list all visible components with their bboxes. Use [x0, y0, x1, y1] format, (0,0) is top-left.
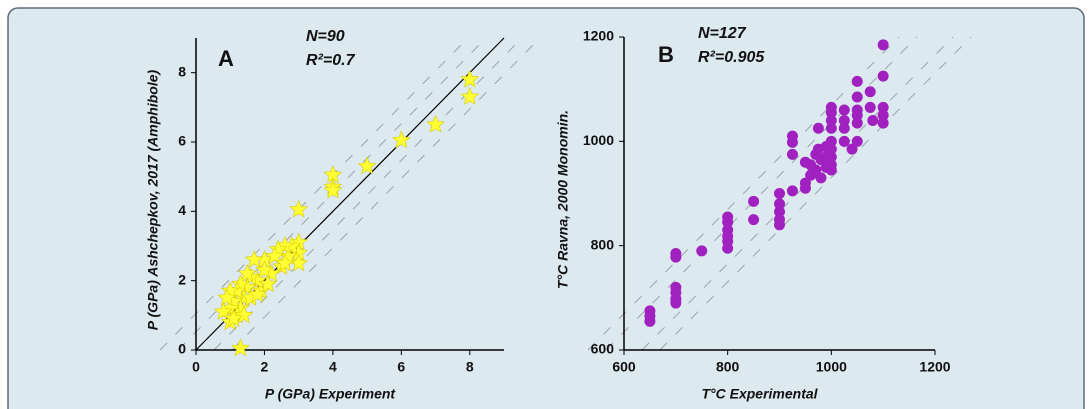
data-point [774, 219, 785, 231]
data-point [786, 136, 798, 148]
x-axis-label: P (GPa) Experiment [265, 386, 397, 402]
data-point [838, 104, 850, 116]
data-point [838, 114, 850, 126]
data-point [825, 114, 837, 126]
data-point [877, 117, 889, 129]
x-tick-label: 0 [192, 359, 200, 375]
guide-line [587, 36, 900, 351]
data-point [460, 87, 480, 105]
data-point [851, 91, 863, 103]
guide-line [231, 37, 541, 351]
data-point [825, 135, 837, 147]
x-tick-label: 4 [329, 359, 337, 375]
data-point [799, 182, 811, 194]
data-point [217, 288, 237, 306]
data-point [851, 109, 863, 121]
y-axis-label: P (GPa) Ashchepkov, 2017 (Amphibole) [145, 69, 161, 330]
guide-line [659, 36, 972, 351]
data-point [214, 302, 233, 320]
data-point [877, 70, 889, 82]
data-point [838, 135, 850, 147]
data-point [815, 172, 827, 184]
data-point [877, 39, 889, 51]
guide-line [159, 37, 469, 351]
data-point [825, 164, 837, 176]
data-point [867, 114, 879, 126]
data-point [851, 135, 863, 147]
x-tick-label: 1200 [919, 359, 950, 375]
data-point [357, 156, 377, 175]
y-tick-label: 600 [591, 341, 615, 357]
data-point [255, 260, 274, 279]
annotation: R²=0.905 [698, 49, 765, 66]
data-point [460, 69, 480, 88]
data-point [825, 107, 837, 119]
data-point [877, 101, 889, 113]
panel-label: B [658, 42, 674, 67]
data-point [722, 216, 734, 228]
annotation: N=90 [306, 28, 345, 45]
x-tick-label: 8 [466, 359, 474, 375]
data-point [722, 242, 734, 254]
data-point [224, 309, 243, 327]
x-tick-label: 800 [716, 359, 740, 375]
data-point [786, 185, 798, 197]
data-point [392, 130, 411, 149]
data-point [810, 164, 822, 176]
y-tick-label: 4 [178, 202, 186, 218]
data-point [825, 143, 837, 155]
y-tick-label: 6 [178, 133, 186, 149]
data-point [812, 122, 824, 134]
panel-label: A [218, 46, 234, 71]
data-point [786, 148, 798, 160]
x-tick-label: 6 [397, 359, 405, 375]
y-tick-label: 1200 [583, 28, 614, 44]
panel-background [7, 7, 1085, 409]
guide-line [641, 36, 954, 351]
y-tick-label: 2 [178, 271, 186, 287]
data-point [258, 274, 278, 293]
y-axis-label: T°C Ravna, 2000 Monomin. [555, 110, 571, 289]
data-point [838, 122, 850, 134]
data-point [748, 214, 760, 226]
data-point [851, 117, 863, 129]
y-tick-label: 8 [178, 63, 186, 79]
x-tick-label: 1000 [816, 359, 847, 375]
x-tick-label: 600 [612, 359, 636, 375]
annotation: R²=0.7 [306, 52, 356, 69]
x-tick-label: 2 [261, 359, 269, 375]
annotation: N=127 [698, 25, 747, 42]
data-point [323, 180, 343, 199]
data-point [696, 245, 708, 257]
y-tick-label: 800 [591, 236, 615, 252]
data-point [877, 109, 889, 121]
guide-line [605, 36, 918, 351]
data-point [289, 199, 308, 218]
data-point [748, 195, 760, 207]
data-point [238, 263, 257, 282]
data-point [644, 315, 656, 327]
data-point [846, 143, 858, 155]
data-point [265, 246, 285, 265]
data-point [275, 253, 295, 272]
data-point [864, 101, 876, 113]
data-point [864, 86, 876, 98]
y-tick-label: 0 [178, 341, 186, 357]
y-tick-label: 1000 [583, 132, 614, 148]
x-axis-label: T°C Experimental [701, 386, 818, 402]
data-point [231, 338, 250, 357]
data-point [825, 122, 837, 134]
data-point [426, 114, 445, 133]
data-point [774, 188, 785, 199]
data-point [670, 251, 682, 263]
data-point [851, 75, 863, 87]
data-point [670, 297, 682, 309]
data-point [825, 151, 837, 163]
data-point [774, 198, 785, 210]
data-point [774, 206, 785, 218]
data-point [244, 250, 264, 268]
data-point [248, 284, 267, 303]
